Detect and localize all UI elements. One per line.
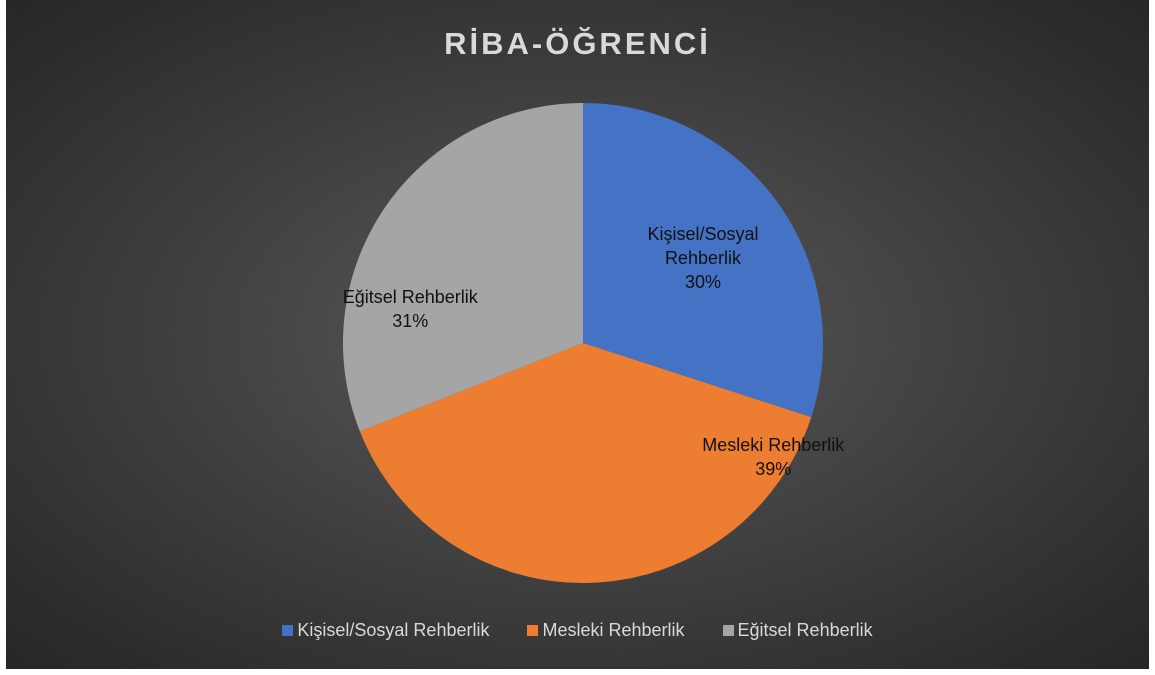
- data-label-name: Mesleki Rehberlik: [702, 435, 845, 456]
- legend-item: Eğitsel Rehberlik: [722, 620, 873, 641]
- legend-label: Mesleki Rehberlik: [542, 620, 685, 640]
- data-label: Eğitsel Rehberlik 31%: [310, 285, 510, 333]
- data-label: Kişisel/Sosyal Rehberlik 30%: [623, 222, 783, 294]
- data-label-value: 31%: [392, 311, 429, 332]
- chart-title: RİBA-ÖĞRENCİ: [444, 26, 711, 61]
- data-label-name: Eğitsel Rehberlik: [342, 287, 478, 308]
- pie-slice: [359, 343, 812, 584]
- data-label-name: Kişisel/Sosyal Rehberlik: [647, 224, 759, 269]
- legend-item: Kişisel/Sosyal Rehberlik: [282, 620, 489, 641]
- legend-label: Eğitsel Rehberlik: [737, 620, 873, 640]
- data-label-value: 39%: [755, 459, 792, 480]
- data-label-value: 30%: [684, 272, 721, 293]
- pie-area: [342, 103, 823, 584]
- legend-swatch: [282, 625, 294, 636]
- legend-label: Kişisel/Sosyal Rehberlik: [297, 620, 490, 640]
- pie-slice: [342, 103, 583, 432]
- pie-slice: [583, 103, 823, 418]
- chart: RİBA-ÖĞRENCİ Kişisel/Sosyal Rehberlik Mes…: [6, 0, 1149, 669]
- data-label: Mesleki Rehberlik 39%: [673, 433, 873, 481]
- legend: Kişisel/Sosyal Rehberlik Mesleki Rehberli…: [6, 620, 1149, 641]
- legend-swatch: [527, 625, 539, 636]
- legend-item: Mesleki Rehberlik: [527, 620, 685, 641]
- legend-swatch: [722, 625, 734, 636]
